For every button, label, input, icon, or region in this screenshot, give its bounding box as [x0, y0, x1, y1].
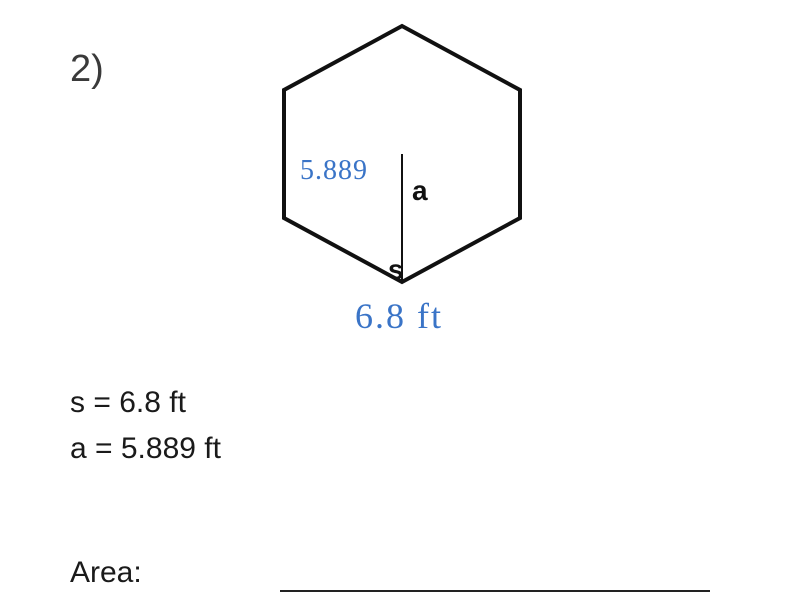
worksheet-page: 2) a s 5.889 6.8 ft s = 6.8 ft a = 5.889… — [0, 0, 800, 608]
given-apothem-text: a = 5.889 ft — [70, 432, 221, 466]
handwritten-apothem-value: 5.889 — [300, 155, 368, 187]
hexagon-diagram — [262, 18, 542, 278]
area-label: Area: — [70, 556, 142, 590]
problem-number: 2) — [70, 48, 104, 91]
area-answer-blank[interactable] — [280, 590, 710, 592]
apothem-variable-label: a — [412, 175, 428, 207]
given-side-text: s = 6.8 ft — [70, 386, 186, 420]
side-variable-label: s — [388, 254, 404, 286]
handwritten-side-value: 6.8 ft — [355, 295, 443, 337]
hexagon-svg — [262, 18, 542, 288]
